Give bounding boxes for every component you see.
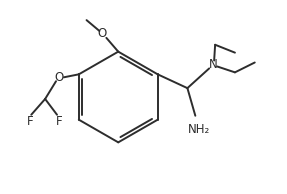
Text: N: N xyxy=(209,58,218,71)
Text: F: F xyxy=(56,115,62,128)
Text: O: O xyxy=(54,71,64,84)
Text: F: F xyxy=(27,115,34,128)
Text: NH₂: NH₂ xyxy=(188,123,210,136)
Text: O: O xyxy=(98,27,107,40)
